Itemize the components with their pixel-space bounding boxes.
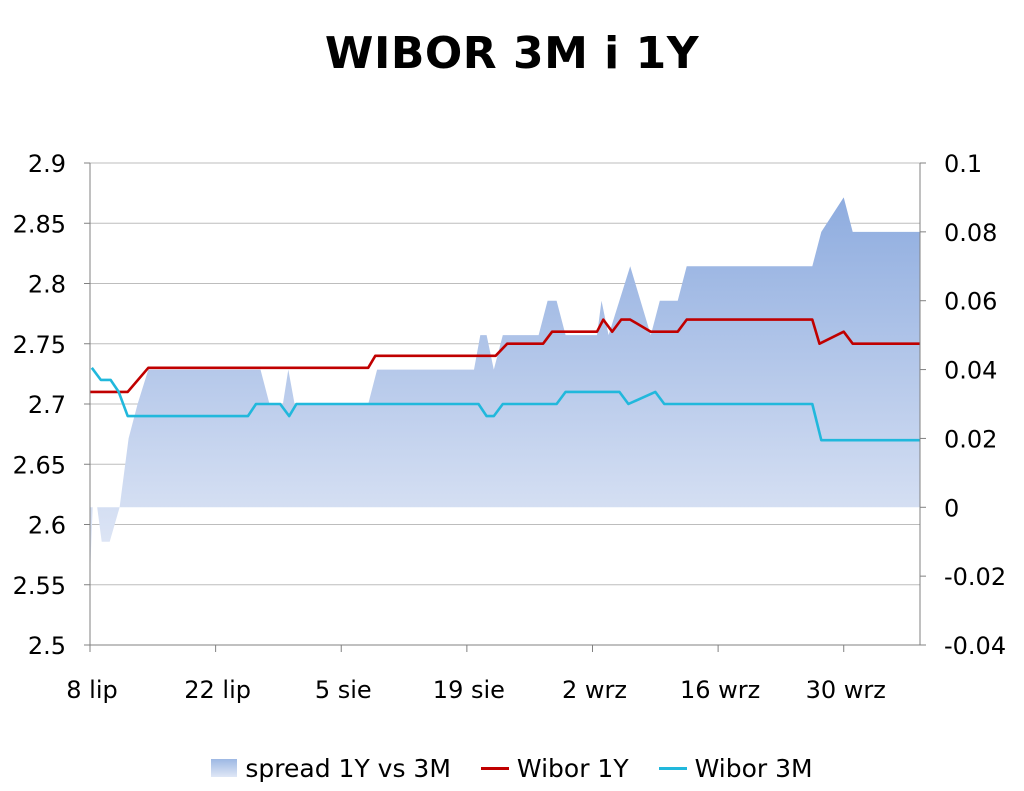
y-right-tick-label: 0	[944, 494, 959, 522]
x-tick-label: 30 wrz	[806, 676, 886, 704]
y-left-tick-label: 2.75	[13, 331, 66, 359]
legend-label-wibor-3m: Wibor 3M	[694, 753, 813, 783]
chart-legend: spread 1Y vs 3M Wibor 1Y Wibor 3M	[0, 750, 1024, 786]
y-right-tick-label: 0.06	[944, 288, 997, 316]
x-tick-label: 16 wrz	[680, 676, 760, 704]
y-right-tick-label: 0.04	[944, 357, 997, 385]
legend-label-spread: spread 1Y vs 3M	[245, 753, 451, 783]
legend-label-wibor-1y: Wibor 1Y	[516, 753, 629, 783]
series-area-spread	[90, 197, 920, 577]
x-tick-label: 8 lip	[66, 676, 117, 704]
legend-swatch-wibor-1y	[480, 766, 509, 770]
series-line-wibor-3m	[90, 367, 920, 442]
y-right-tick-label: -0.02	[944, 563, 1006, 591]
y-left-tick-label: 2.7	[28, 391, 66, 419]
y-left-tick-label: 2.85	[13, 210, 66, 238]
y-left-tick-label: 2.8	[28, 271, 66, 299]
series-line-wibor-1y	[90, 318, 920, 394]
x-tick-label: 22 lip	[184, 676, 251, 704]
y-left-tick-label: 2.6	[28, 512, 66, 540]
x-tick-label: 5 sie	[315, 676, 372, 704]
y-right-tick-label: 0.08	[944, 219, 997, 247]
chart-title: WIBOR 3M i 1Y	[324, 28, 700, 79]
legend-item-wibor-1y: Wibor 1Y	[480, 753, 629, 783]
legend-swatch-spread	[211, 759, 238, 777]
y-left-tick-label: 2.65	[13, 451, 66, 479]
x-tick-label: 19 sie	[433, 676, 505, 704]
y-right-tick-label: 0.1	[944, 150, 982, 178]
y-right-tick-label: -0.04	[944, 632, 1006, 660]
y-left-tick-label: 2.5	[28, 632, 66, 660]
y-left-tick-label: 2.55	[13, 572, 66, 600]
x-tick-label: 2 wrz	[562, 676, 627, 704]
legend-item-spread: spread 1Y vs 3M	[211, 754, 451, 783]
y-left-tick-label: 2.9	[28, 150, 66, 178]
legend-swatch-wibor-3m	[658, 766, 687, 770]
y-right-tick-label: 0.02	[944, 425, 997, 453]
legend-item-wibor-3m: Wibor 3M	[658, 753, 813, 783]
